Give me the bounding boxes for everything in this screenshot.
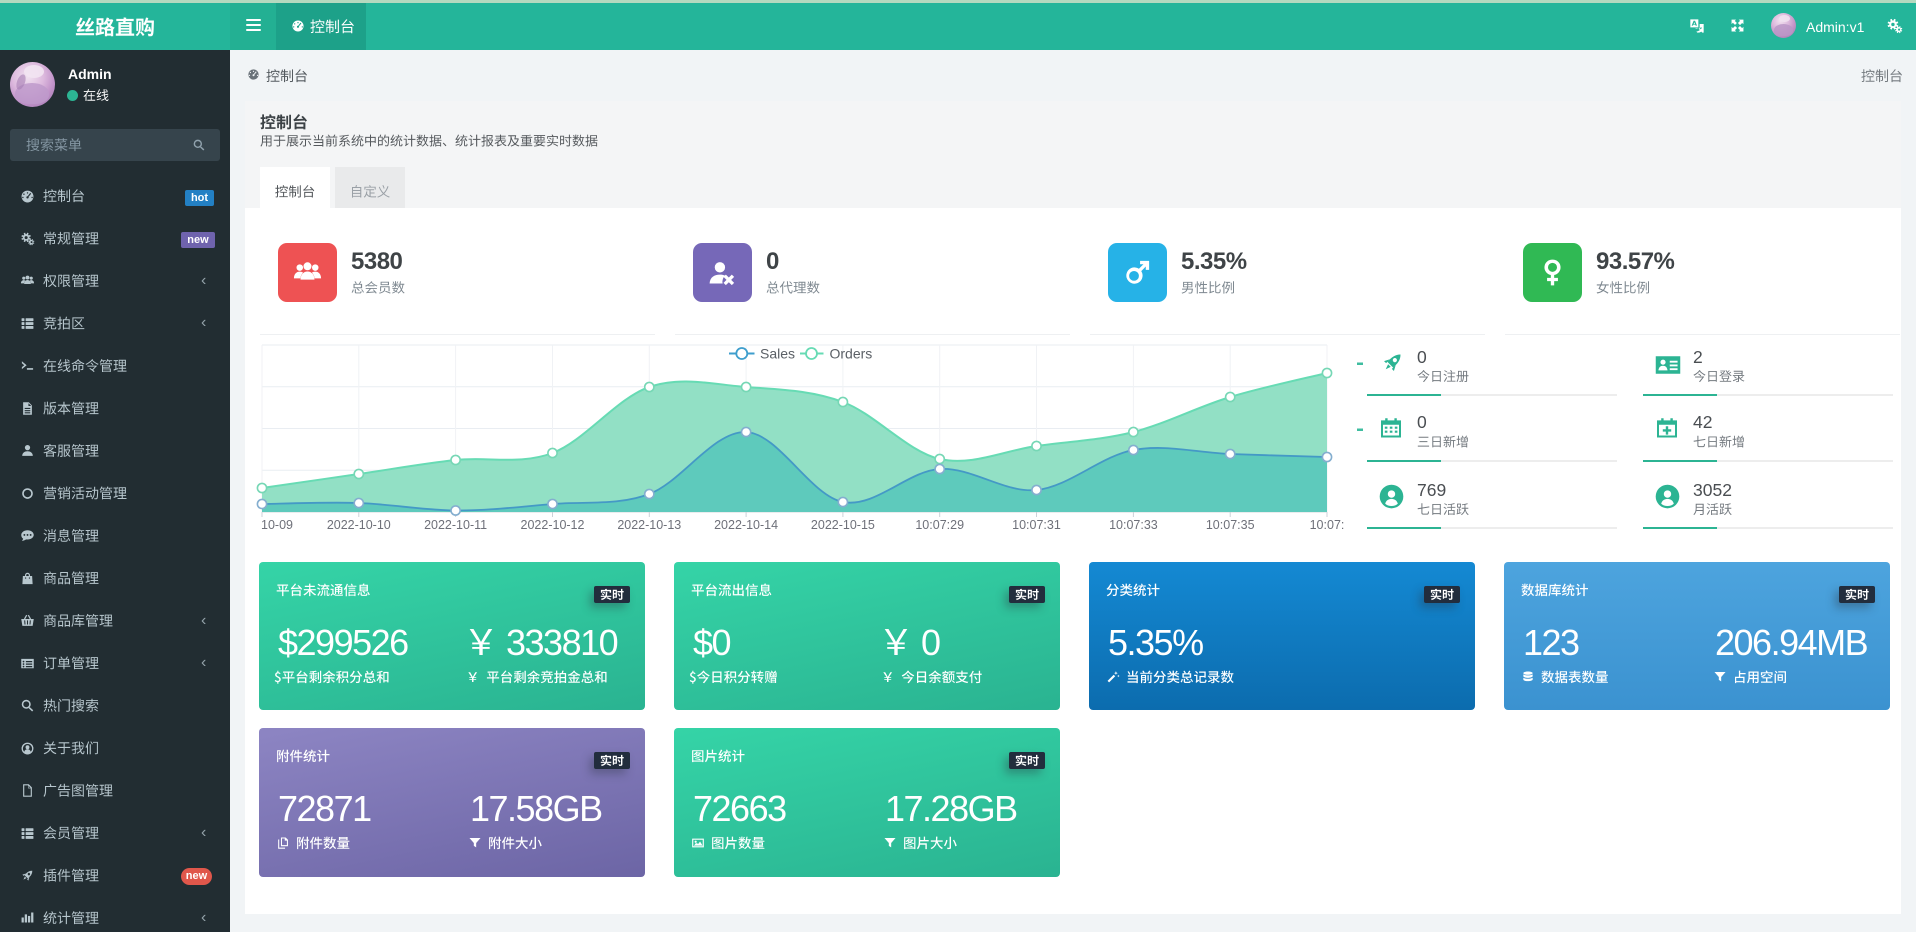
svg-text:10:07:: 10:07: (1310, 518, 1345, 532)
svg-text:2022-10-11: 2022-10-11 (424, 518, 487, 532)
svg-text:2022-10-14: 2022-10-14 (714, 518, 778, 532)
svg-text:2022-10-13: 2022-10-13 (617, 518, 681, 532)
svg-text:2022-10-10: 2022-10-10 (327, 518, 391, 532)
svg-text:10:07:35: 10:07:35 (1206, 518, 1255, 532)
svg-text:10:07:31: 10:07:31 (1012, 518, 1061, 532)
svg-text:10:07:29: 10:07:29 (915, 518, 964, 532)
svg-text:Orders: Orders (830, 346, 873, 362)
svg-text:10:07:33: 10:07:33 (1109, 518, 1158, 532)
svg-text:2022-10-12: 2022-10-12 (521, 518, 585, 532)
svg-text:2022-10-15: 2022-10-15 (811, 518, 875, 532)
svg-text:10-09: 10-09 (261, 518, 293, 532)
svg-text:Sales: Sales (760, 346, 795, 362)
